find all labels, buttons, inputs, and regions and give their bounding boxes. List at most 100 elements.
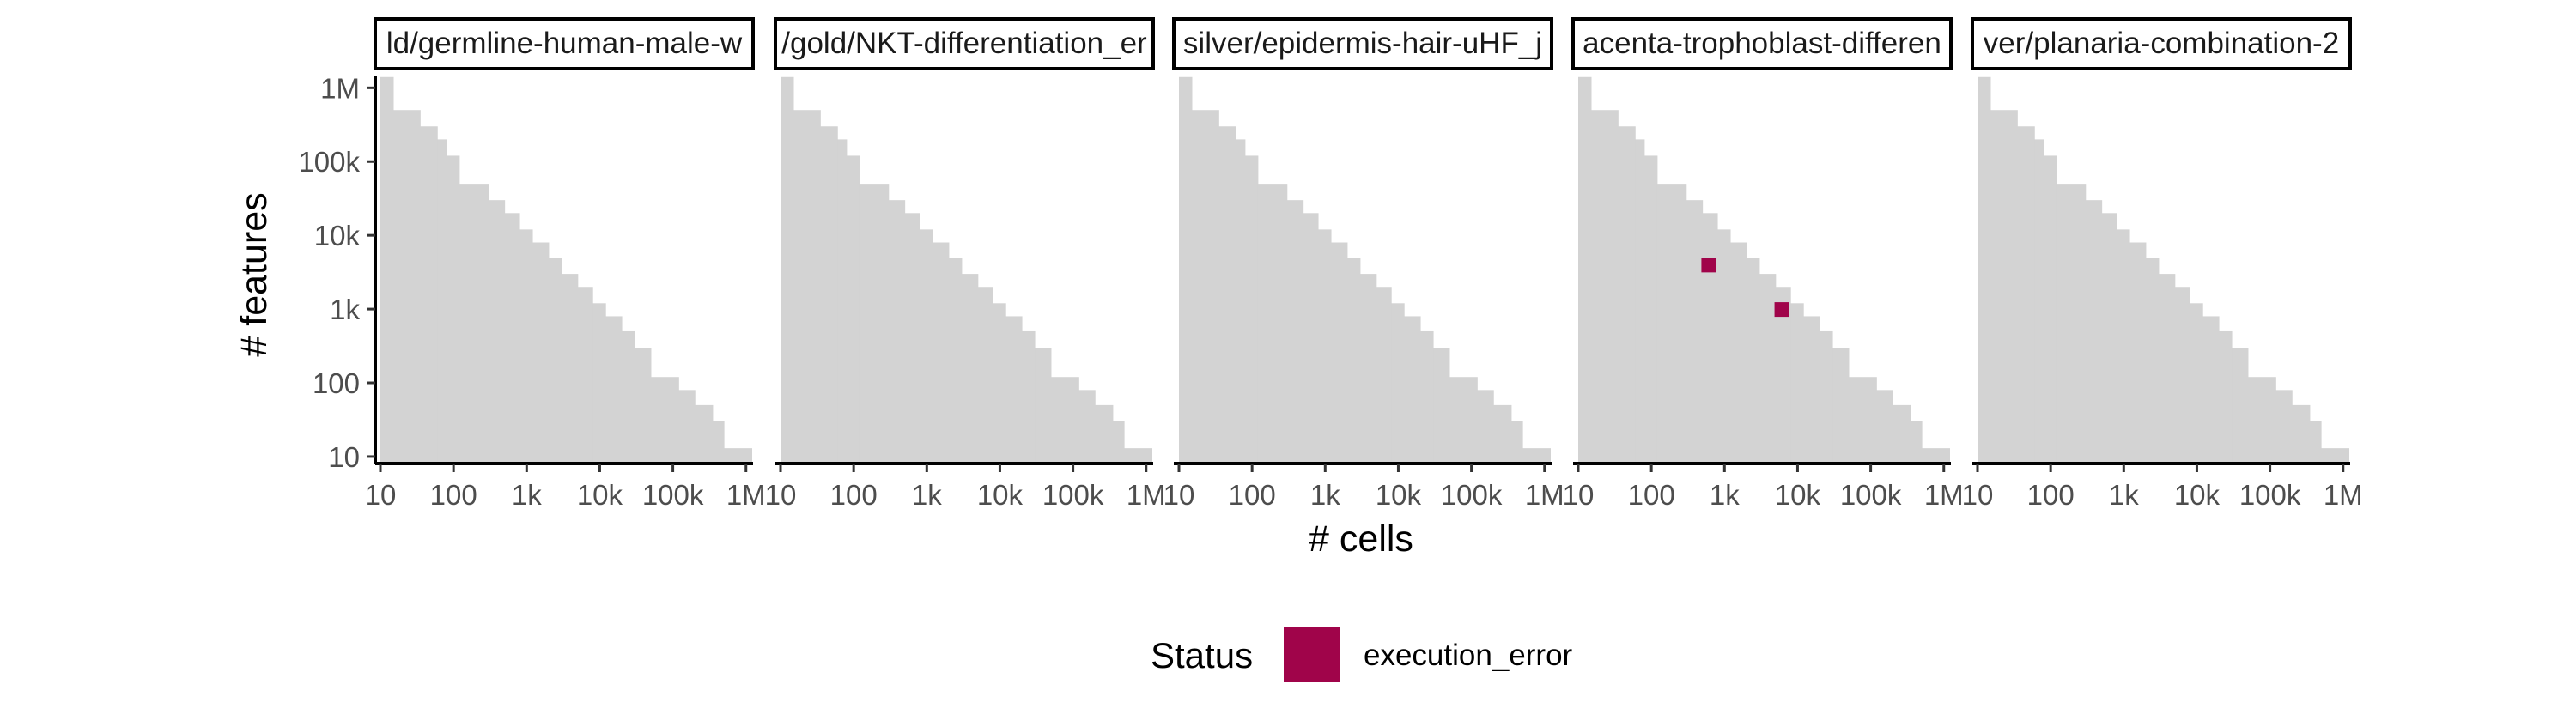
x-tick-label: 10k (1376, 479, 1422, 511)
feasible-step (1990, 110, 2018, 462)
feasible-step (1078, 390, 1096, 462)
feasible-step (1922, 448, 1950, 462)
feasible-step (1095, 404, 1114, 462)
feasible-step (1244, 155, 1259, 462)
feasible-step (888, 200, 906, 463)
feasible-step (933, 242, 950, 462)
feasible-step (2101, 213, 2117, 463)
feasible-step (650, 377, 679, 462)
feasible-step (1893, 404, 1911, 462)
x-tick-label: 1M (1924, 479, 1964, 511)
feasible-step (1236, 139, 1246, 462)
feasible-step (846, 155, 860, 462)
x-tick-label: 100k (642, 479, 704, 511)
x-tick-label: 1k (2109, 479, 2139, 511)
x-tick-label: 1M (1525, 479, 1564, 511)
x-tick-label: 10 (1563, 479, 1595, 511)
facet-strip-label: acenta-trophoblast-differen (1583, 27, 1941, 60)
feasible-step (605, 316, 623, 462)
feasible-step (2309, 421, 2322, 462)
feasible-step (1759, 274, 1777, 462)
feasible-step (1477, 390, 1494, 462)
feasible-step (1910, 421, 1923, 462)
x-tick-label: 10 (365, 479, 397, 511)
x-tick-label: 10k (577, 479, 623, 511)
feasible-step (2129, 242, 2147, 462)
x-tick-label: 10k (977, 479, 1024, 511)
legend-title: Status (1151, 635, 1253, 676)
feasible-step (2275, 390, 2293, 462)
feasible-step (1318, 229, 1332, 462)
x-tick-label: 1M (726, 479, 766, 511)
feasible-step (1376, 287, 1392, 462)
feasible-step (2321, 448, 2349, 462)
feasible-step (2034, 139, 2044, 462)
feasible-step (1510, 421, 1523, 462)
facet-strip (774, 17, 1155, 70)
feasible-step (678, 390, 696, 462)
x-tick-label: 100 (1628, 479, 1675, 511)
feasible-step (1391, 303, 1405, 462)
feasible-step (2145, 258, 2160, 462)
feasible-step (2117, 229, 2130, 462)
feasible-step (1578, 76, 1592, 462)
facet-strip-label: /gold/NKT-differentiation_er (781, 27, 1147, 60)
error-tile (1774, 302, 1789, 318)
x-tick-label: 1M (2324, 479, 2363, 511)
feasible-step (437, 139, 447, 462)
x-tick-label: 1k (1710, 479, 1740, 511)
feasible-step (420, 126, 438, 462)
feasible-step (1591, 110, 1619, 462)
feasible-step (724, 448, 752, 462)
x-tick-label: 100 (830, 479, 878, 511)
facet-panel: acenta-trophoblast-differen 10 100 1k 10k 100… (1563, 17, 1964, 511)
feasible-step (1005, 316, 1023, 462)
feasible-step (1702, 213, 1718, 463)
y-axis: 10 100 1k 10k 100k 1M (298, 72, 377, 473)
x-tick-label: 10 (1962, 479, 1994, 511)
feasible-step (695, 404, 714, 462)
feasible-step (1803, 316, 1820, 462)
y-tick-label: 100k (298, 146, 360, 178)
feasible-step (577, 287, 593, 462)
feasible-step (1022, 330, 1036, 462)
x-tick-label: 100 (430, 479, 477, 511)
feasible-step (622, 330, 635, 462)
x-axis-title: # cells (1309, 518, 1413, 560)
y-tick-label: 1M (320, 72, 360, 104)
feasible-step (2056, 184, 2087, 463)
feasible-step (1656, 184, 1687, 463)
feasible-step (1643, 155, 1658, 462)
feasible-step (977, 287, 993, 462)
feasible-step (993, 303, 1006, 462)
feasible-step (393, 110, 421, 462)
feasible-step (1820, 330, 1833, 462)
error-tile (1701, 258, 1716, 273)
feasible-step (519, 229, 533, 462)
feasible-step (1876, 390, 1893, 462)
feasible-step (2158, 274, 2176, 462)
facet-strip-label: silver/epidermis-hair-uHF_j (1183, 27, 1542, 60)
x-tick-label: 10k (1775, 479, 1821, 511)
facet-panel: ld/germline-human-male-w 10 100 1k 10k 100k 1M (365, 17, 766, 511)
feasible-step (2292, 404, 2311, 462)
feasible-step (2219, 330, 2233, 462)
feasible-step (1050, 377, 1079, 462)
feasible-step (904, 213, 920, 463)
feasible-step (837, 139, 848, 462)
feasible-step (2174, 287, 2190, 462)
x-tick-label: 1k (912, 479, 942, 511)
feasible-step (532, 242, 550, 462)
y-tick-label: 10k (314, 220, 361, 251)
facet-strip (1172, 17, 1553, 70)
feasible-step (1192, 110, 1219, 462)
feasible-step (2190, 303, 2203, 462)
feasible-step (781, 76, 794, 462)
feasible-step (1449, 377, 1478, 462)
feasible-step (1775, 287, 1791, 462)
feasible-step (1686, 200, 1704, 463)
feasible-step (793, 110, 821, 462)
feasible-step (1790, 303, 1804, 462)
feasible-step (1746, 258, 1760, 462)
feasible-step (1286, 200, 1304, 463)
